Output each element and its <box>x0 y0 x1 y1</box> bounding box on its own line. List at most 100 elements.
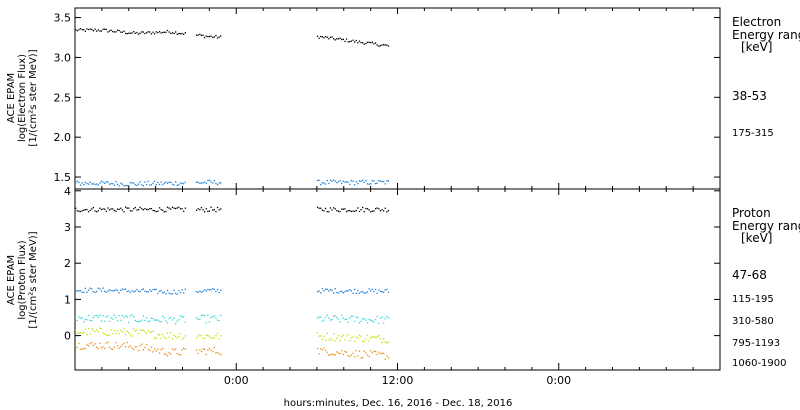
data-point <box>162 333 164 336</box>
electron-ytick-label: 2.5 <box>54 91 72 104</box>
data-point <box>162 347 164 350</box>
data-point <box>323 182 325 184</box>
data-point <box>345 335 348 337</box>
data-point <box>125 315 127 317</box>
data-point <box>128 290 130 292</box>
data-point <box>142 185 144 187</box>
data-point <box>324 288 327 290</box>
data-point <box>131 290 133 292</box>
data-point <box>113 31 115 33</box>
data-point <box>113 290 115 292</box>
data-point <box>129 210 132 212</box>
data-point <box>146 32 148 34</box>
data-point <box>345 210 348 213</box>
data-point <box>139 32 141 34</box>
data-point <box>352 180 354 182</box>
data-point <box>337 181 340 183</box>
data-point <box>147 320 149 323</box>
data-point <box>354 320 356 322</box>
data-point <box>83 209 85 211</box>
data-point <box>87 28 90 31</box>
proton-series-310-580 <box>75 314 390 325</box>
data-point <box>374 182 377 185</box>
data-point <box>168 352 170 354</box>
data-point <box>316 291 319 293</box>
data-point <box>91 288 93 290</box>
data-point <box>368 41 370 43</box>
data-point <box>337 318 340 320</box>
proton-y-ticks: 0 1 2 3 4 <box>64 185 720 343</box>
data-point <box>170 208 172 210</box>
data-point <box>204 337 206 339</box>
data-point <box>345 38 348 40</box>
data-point <box>362 291 364 293</box>
data-point <box>381 341 383 344</box>
data-point <box>329 179 332 181</box>
data-point <box>108 289 111 291</box>
data-point <box>323 319 325 321</box>
electron-ytick-label: 2.0 <box>54 131 72 144</box>
data-point <box>110 29 112 31</box>
data-point <box>349 183 351 186</box>
data-point <box>162 183 164 186</box>
data-point <box>363 211 365 213</box>
data-point <box>349 317 351 319</box>
data-point <box>368 340 370 342</box>
data-point <box>200 182 203 184</box>
data-point <box>204 181 206 183</box>
data-point <box>210 337 212 339</box>
electron-y-label-line3: [1/(cm²s ster MeV)] <box>28 49 39 146</box>
data-point <box>165 210 167 213</box>
data-point <box>355 336 357 338</box>
data-point <box>160 208 162 211</box>
data-point <box>137 183 140 185</box>
proton-legend-entry-795-1193: 795-1193 <box>732 338 780 349</box>
data-point <box>362 179 364 181</box>
data-point <box>334 288 336 290</box>
data-point <box>123 185 125 187</box>
data-point <box>358 180 361 182</box>
data-point <box>218 36 220 38</box>
data-point <box>76 346 78 349</box>
data-point <box>181 289 183 291</box>
data-point <box>387 357 390 359</box>
electron-series-38-53 <box>75 28 390 47</box>
data-point <box>183 210 185 212</box>
data-point <box>379 210 382 212</box>
data-point <box>165 31 167 33</box>
data-point <box>366 41 369 44</box>
data-point <box>183 183 185 185</box>
data-point <box>142 288 144 290</box>
data-point <box>112 318 114 320</box>
data-point <box>321 287 323 290</box>
data-point <box>108 320 111 322</box>
data-point <box>216 319 219 321</box>
data-point <box>149 289 151 291</box>
data-point <box>383 291 385 293</box>
x-axis-label: hours:minutes, Dec. 16, 2016 - Dec. 18, … <box>284 398 513 409</box>
data-point <box>331 339 333 341</box>
data-point <box>142 209 144 211</box>
data-point <box>362 340 364 342</box>
data-point <box>131 210 133 212</box>
data-point <box>370 319 372 321</box>
data-point <box>318 179 320 181</box>
data-point <box>146 332 148 334</box>
data-point <box>134 319 136 322</box>
data-point <box>370 350 372 352</box>
data-point <box>368 183 370 185</box>
data-point <box>371 288 373 290</box>
data-point <box>171 348 174 350</box>
data-point <box>89 287 91 289</box>
data-point <box>329 354 332 356</box>
data-point <box>78 29 80 31</box>
data-point <box>102 28 104 30</box>
data-point <box>329 319 332 321</box>
data-point <box>360 357 362 359</box>
data-point <box>205 322 207 324</box>
data-point <box>334 315 336 317</box>
data-point <box>204 315 206 317</box>
data-point <box>373 43 375 45</box>
data-point <box>75 344 77 347</box>
data-point <box>123 328 125 330</box>
